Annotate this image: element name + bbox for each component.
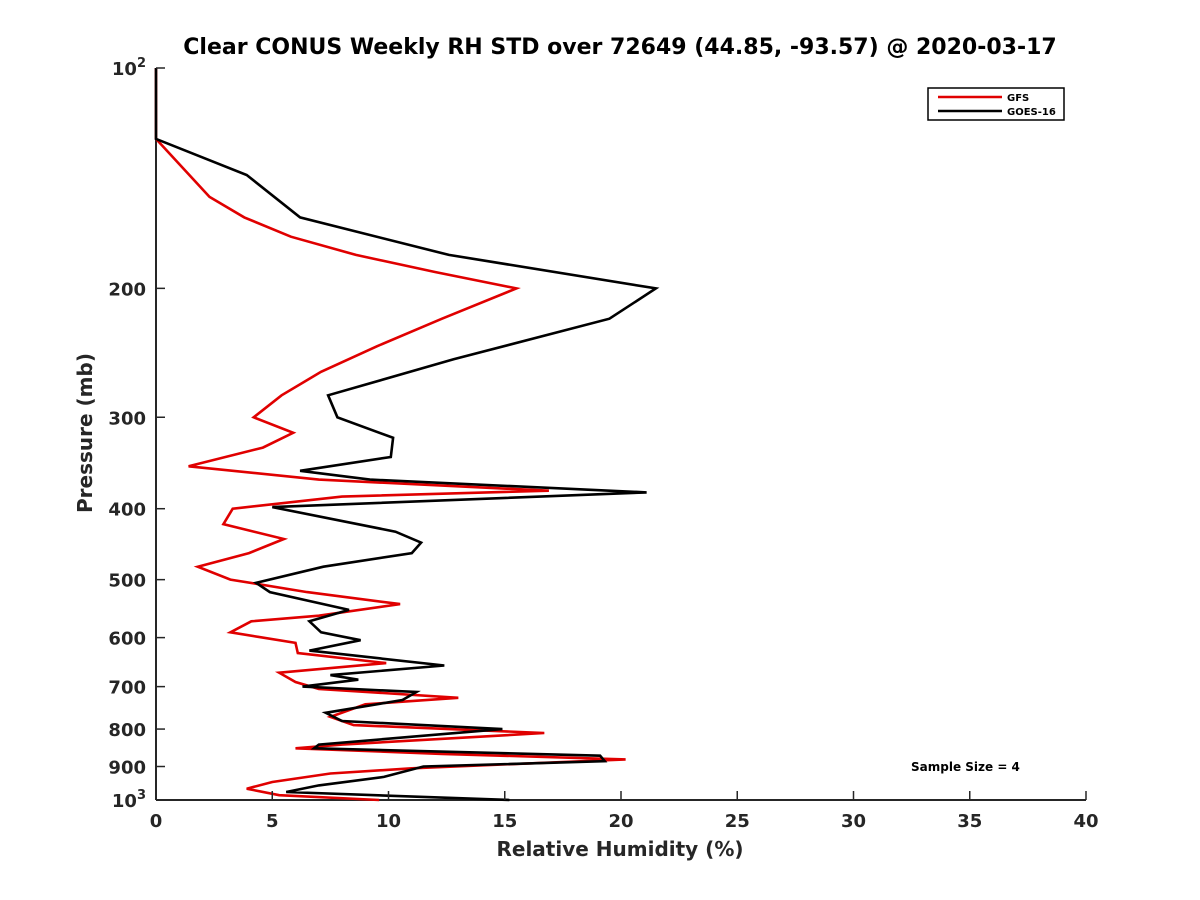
x-tick-label: 15 <box>492 811 517 832</box>
legend-label-gfs: GFS <box>1007 93 1029 104</box>
x-tick-label: 35 <box>957 811 982 832</box>
x-tick-label: 5 <box>266 811 279 832</box>
y-tick-label: 900 <box>108 758 146 779</box>
x-tick-label: 10 <box>376 811 401 832</box>
x-tick-label: 20 <box>608 811 633 832</box>
y-axis-label: Pressure (mb) <box>73 353 97 513</box>
y-tick-label: 500 <box>108 571 146 592</box>
y-tick-label: 600 <box>108 629 146 650</box>
x-tick-label: 40 <box>1073 811 1098 832</box>
x-tick-label: 25 <box>725 811 750 832</box>
legend-box <box>927 87 1065 121</box>
y-tick-label: 300 <box>108 408 146 429</box>
legend: GFS GOES-16 <box>927 87 1065 121</box>
y-ticks: 102 200 300 400 500 600 700 800 900 103 <box>108 56 165 812</box>
legend-label-goes16: GOES-16 <box>1007 107 1056 118</box>
x-axis-label: Relative Humidity (%) <box>496 837 743 861</box>
series-line-goes16 <box>154 68 660 802</box>
series-layer <box>154 68 660 802</box>
y-tick-label: 800 <box>108 720 146 741</box>
plot-area: 0 5 10 15 20 25 30 35 40 102 200 300 400 500 600 700 80… <box>108 56 1098 832</box>
y-tick-label: 400 <box>108 500 146 521</box>
x-ticks: 0 5 10 15 20 25 30 35 40 <box>150 791 1099 832</box>
series-line-gfs <box>154 68 626 802</box>
y-tick-label: 102 <box>112 56 146 80</box>
sample-size-annotation: Sample Size = 4 <box>911 760 1020 774</box>
y-tick-label: 103 <box>112 788 146 812</box>
y-tick-label: 700 <box>108 678 146 699</box>
y-tick-label: 200 <box>108 279 146 300</box>
x-tick-label: 30 <box>841 811 866 832</box>
chart-title: Clear CONUS Weekly RH STD over 72649 (44… <box>183 35 1056 60</box>
x-tick-label: 0 <box>150 811 163 832</box>
